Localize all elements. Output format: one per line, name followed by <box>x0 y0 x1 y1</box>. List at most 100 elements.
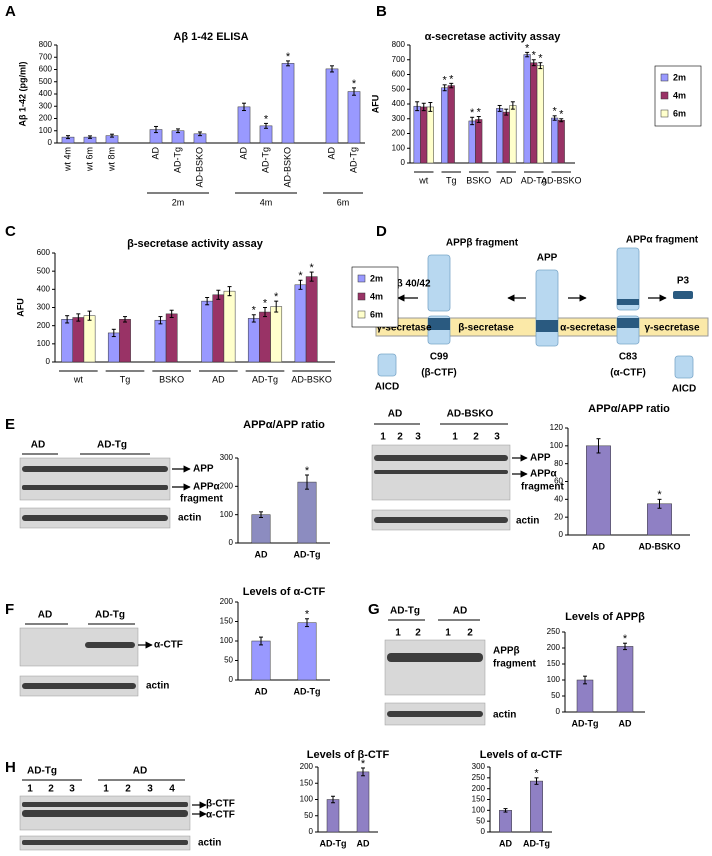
x-tick-label: AD-BSKO <box>194 147 204 188</box>
band-label: actin <box>516 516 539 527</box>
x-tick-label: AD-BSKO <box>639 541 681 551</box>
bar <box>551 117 559 164</box>
app-band <box>536 320 558 332</box>
c83-band <box>617 318 639 328</box>
bar <box>502 111 510 164</box>
legend-swatch <box>357 292 366 301</box>
c99-band <box>428 318 450 330</box>
diagram-label: γ-secretase <box>376 323 431 334</box>
bar <box>251 640 271 681</box>
x-tick-label: AD <box>619 718 632 728</box>
bar <box>325 68 339 144</box>
y-tick-label: 50 <box>304 811 313 820</box>
x-tick-label: AD <box>500 175 513 185</box>
chart-title: Levels of β-CTF <box>307 749 390 761</box>
band <box>22 810 188 817</box>
band-label: actin <box>178 513 201 524</box>
lane-label: 2 <box>125 784 131 795</box>
y-tick-label: 100 <box>220 636 234 645</box>
chart-title: APPα/APP ratio <box>243 419 325 431</box>
bar <box>420 106 428 164</box>
bar <box>294 284 307 363</box>
x-tick-label: AD-Tg <box>260 147 270 173</box>
lane-label: 1 <box>452 432 458 443</box>
lane-label: 3 <box>494 432 500 443</box>
y-axis-label: Aβ 1-42 (pg/ml) <box>17 61 27 126</box>
band-label: α-CTF <box>206 810 235 821</box>
band <box>387 653 483 662</box>
diagram-label: γ-secretase <box>644 323 699 334</box>
diagram-label: APP <box>537 253 558 264</box>
bar <box>259 311 271 363</box>
x-tick-label: AD-Tg <box>521 175 547 185</box>
x-tick-label: AD <box>212 374 225 384</box>
significance-label: * <box>264 113 269 125</box>
diagram-label: APPα fragment <box>626 235 699 246</box>
lane-label: 1 <box>103 784 109 795</box>
x-tick-label: AD <box>150 147 160 160</box>
chart-title: β-secretase activity assay <box>127 238 264 250</box>
x-tick-label: AD <box>499 838 512 848</box>
legend-swatch <box>660 109 669 118</box>
y-tick-label: 300 <box>220 453 234 462</box>
cylinder <box>377 247 694 379</box>
bar <box>447 85 455 164</box>
legend-label: 6m <box>673 108 686 118</box>
bar <box>83 315 96 363</box>
group-label: AD <box>388 409 402 420</box>
lane-label: 3 <box>69 784 75 795</box>
group-label: AD-Tg <box>97 440 127 451</box>
x-tick-label: AD <box>255 686 268 696</box>
band-label: fragment <box>493 659 536 670</box>
diagram-label: Aβ 40/42 <box>389 279 431 290</box>
band <box>374 470 508 474</box>
band-label: fragment <box>180 494 223 505</box>
significance-label: * <box>525 42 530 54</box>
y-tick-label: 300 <box>39 101 53 110</box>
y-tick-label: 100 <box>472 805 486 814</box>
x-tick-label: AD-BSKO <box>541 175 582 185</box>
bar <box>297 622 317 681</box>
x-tick-label: AD-Tg <box>294 549 321 559</box>
y-tick-label: 400 <box>39 89 53 98</box>
bar <box>201 300 213 363</box>
bar <box>356 771 370 833</box>
band-label: APP <box>193 464 214 475</box>
diagram-label: AICD <box>375 382 399 393</box>
band <box>374 517 508 523</box>
band <box>85 642 135 648</box>
legend-label: 4m <box>370 291 383 301</box>
lane-label: 3 <box>147 784 153 795</box>
y-axis-label: AFU <box>15 298 25 317</box>
y-tick-label: 100 <box>550 441 564 450</box>
significance-label: * <box>352 78 357 90</box>
significance-label: * <box>477 106 482 118</box>
significance-label: * <box>298 270 303 282</box>
bar <box>441 87 449 164</box>
y-tick-label: 20 <box>554 512 563 521</box>
diagram-label: α-secretase <box>560 323 616 334</box>
legend-label: 6m <box>370 309 383 319</box>
significance-label: * <box>532 50 537 62</box>
x-tick-label: BSKO <box>466 175 491 185</box>
y-tick-label: 800 <box>39 40 53 49</box>
x-tick-label: AD-Tg <box>320 838 347 848</box>
x-tick-label: AD <box>326 147 336 160</box>
western-blot: AD AD-Tg APP APPα fragment actin <box>19 440 223 529</box>
chart-title: Levels of α-CTF <box>243 586 326 598</box>
significance-label: * <box>310 262 315 274</box>
bar <box>530 780 543 833</box>
band-label: actin <box>198 838 221 849</box>
significance-label: * <box>449 73 454 85</box>
significance-label: * <box>470 107 475 119</box>
band-label: actin <box>493 710 516 721</box>
y-tick-label: 300 <box>37 303 51 312</box>
significance-label: * <box>623 633 628 645</box>
diagram: APPβ fragment APP APPα fragment Aβ 40/42… <box>375 235 709 395</box>
bar <box>499 810 512 833</box>
band-label: APPα <box>530 469 558 480</box>
bar <box>237 106 251 144</box>
bar <box>576 679 594 713</box>
